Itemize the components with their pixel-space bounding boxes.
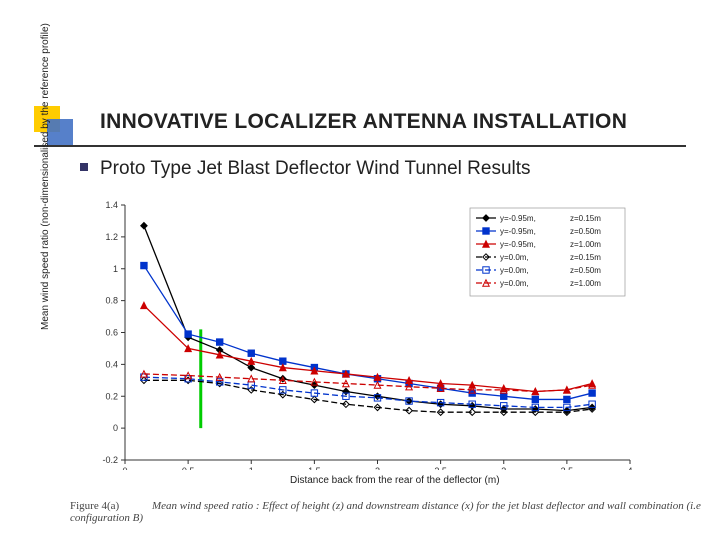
svg-text:0.4: 0.4	[105, 359, 118, 369]
bullet-icon	[80, 163, 88, 171]
svg-text:0.6: 0.6	[105, 328, 118, 338]
slide-title: INNOVATIVE LOCALIZER ANTENNA INSTALLATIO…	[100, 110, 627, 134]
chart-y-label: Mean wind speed ratio (non-dimensionalis…	[40, 23, 51, 330]
caption-label: Figure 4(a)	[70, 500, 119, 512]
svg-text:y=0.0m,: y=0.0m,	[500, 253, 529, 262]
svg-text:1.5: 1.5	[308, 466, 321, 470]
title-underline	[34, 145, 686, 147]
svg-text:0.8: 0.8	[105, 296, 118, 306]
svg-text:0.2: 0.2	[105, 391, 118, 401]
svg-text:y=0.0m,: y=0.0m,	[500, 266, 529, 275]
svg-text:z=1.00m: z=1.00m	[570, 279, 601, 288]
svg-text:0: 0	[113, 423, 118, 433]
svg-text:1.4: 1.4	[105, 200, 118, 210]
svg-text:0.5: 0.5	[182, 466, 195, 470]
figure-caption: Figure 4(a) Mean wind speed ratio : Effe…	[70, 500, 720, 524]
svg-text:1: 1	[249, 466, 254, 470]
svg-text:y=0.0m,: y=0.0m,	[500, 279, 529, 288]
chart-container: 0 0.5 1 1.5 2 2.5 3 3.5 4 -0.2 0 0.2 0.4 0.6 0.8 1 1.2 1.…	[70, 200, 640, 470]
svg-text:z=1.00m: z=1.00m	[570, 240, 601, 249]
svg-text:3.5: 3.5	[561, 466, 574, 470]
svg-text:z=0.15m: z=0.15m	[570, 214, 601, 223]
svg-text:z=0.50m: z=0.50m	[570, 266, 601, 275]
svg-text:0: 0	[122, 466, 127, 470]
chart-svg: 0 0.5 1 1.5 2 2.5 3 3.5 4 -0.2 0 0.2 0.4 0.6 0.8 1 1.2 1.…	[70, 200, 640, 470]
svg-text:2.5: 2.5	[434, 466, 447, 470]
caption-body: Mean wind speed ratio : Effect of height…	[70, 500, 701, 524]
svg-text:y=-0.95m,: y=-0.95m,	[500, 214, 536, 223]
svg-text:-0.2: -0.2	[102, 455, 118, 465]
svg-text:2: 2	[375, 466, 380, 470]
slide-subtitle: Proto Type Jet Blast Deflector Wind Tunn…	[100, 158, 531, 180]
svg-text:4: 4	[627, 466, 632, 470]
svg-text:z=0.15m: z=0.15m	[570, 253, 601, 262]
svg-text:z=0.50m: z=0.50m	[570, 227, 601, 236]
svg-text:1.2: 1.2	[105, 232, 118, 242]
chart-x-label: Distance back from the rear of the defle…	[290, 475, 500, 486]
svg-text:y=-0.95m,: y=-0.95m,	[500, 240, 536, 249]
svg-text:1: 1	[113, 264, 118, 274]
svg-text:y=-0.95m,: y=-0.95m,	[500, 227, 536, 236]
svg-text:3: 3	[501, 466, 506, 470]
